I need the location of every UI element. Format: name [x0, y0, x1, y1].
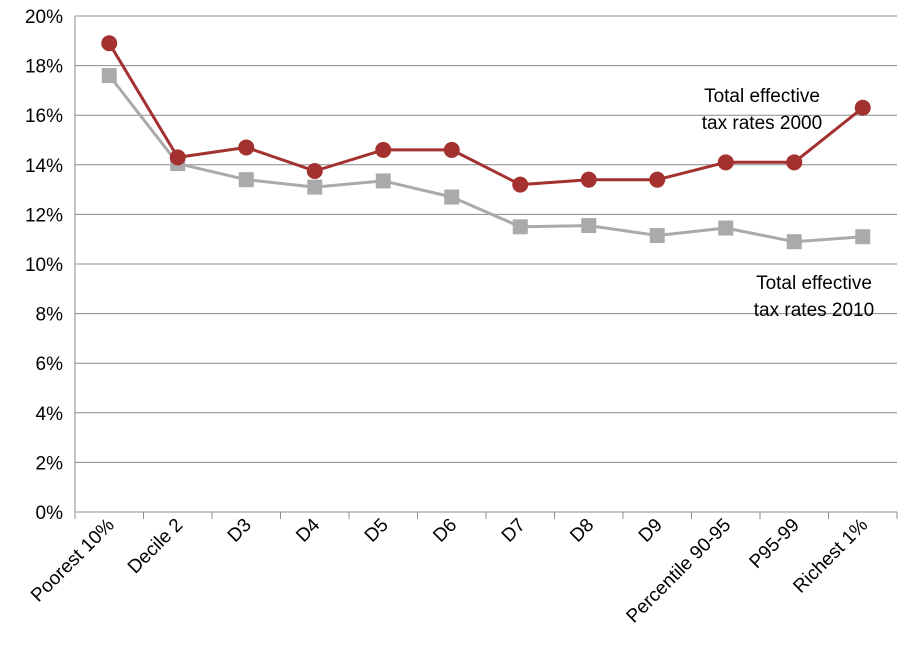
- data-point: [238, 139, 255, 156]
- data-point: [855, 229, 871, 245]
- data-point: [512, 219, 528, 235]
- data-point: [581, 218, 597, 234]
- y-tick-label: 10%: [25, 255, 63, 276]
- x-tick-label: Richest 1%: [789, 515, 872, 598]
- series-line: [108, 74, 863, 244]
- series-annotation: tax rates 2000: [702, 113, 822, 134]
- y-tick-label: 12%: [25, 205, 63, 226]
- data-point: [238, 172, 254, 188]
- data-point: [101, 68, 117, 84]
- series-annotation: Total effective: [756, 273, 872, 294]
- series-0: [101, 35, 871, 193]
- x-tick-label: D6: [429, 515, 461, 547]
- y-tick-label: 8%: [36, 305, 64, 326]
- y-tick-labels: 0% 2% 4% 6% 8% 10% 12% 14% 16% 18% 20%: [25, 7, 63, 524]
- data-point: [786, 234, 802, 250]
- data-point: [649, 171, 666, 188]
- data-point: [375, 141, 392, 158]
- data-point: [169, 149, 186, 166]
- data-point: [717, 154, 734, 171]
- series-1: [101, 68, 871, 250]
- y-tick-label: 20%: [25, 7, 63, 28]
- series-line: [108, 42, 864, 187]
- x-tick-label: D3: [224, 515, 256, 547]
- data-point: [580, 171, 597, 188]
- series-annotation: Total effective: [704, 86, 820, 107]
- data-point: [443, 141, 460, 158]
- y-tick-label: 2%: [36, 453, 64, 474]
- y-tick-label: 6%: [36, 354, 64, 375]
- y-tick-label: 14%: [25, 156, 63, 177]
- data-point: [375, 173, 391, 189]
- series-annotation: tax rates 2010: [754, 300, 874, 321]
- x-tick-label: P95-99: [746, 515, 804, 573]
- axes: [74, 16, 898, 519]
- x-tick-label: Poorest 10%: [27, 515, 119, 607]
- series-group: [101, 35, 871, 250]
- gridlines: [75, 15, 897, 463]
- x-tick-label: D9: [635, 515, 667, 547]
- data-point: [306, 163, 323, 179]
- x-tick-label: Decile 2: [124, 515, 187, 578]
- data-point: [786, 154, 803, 171]
- y-tick-label: 16%: [25, 106, 63, 127]
- data-point: [512, 176, 529, 193]
- data-point: [444, 189, 460, 205]
- x-tick-labels: Poorest 10% Decile 2 D3 D4 D5 D6 D7 D8 D9Percent…: [27, 514, 872, 627]
- data-point: [307, 179, 323, 195]
- y-tick-label: 0%: [36, 503, 64, 524]
- data-point: [718, 220, 734, 236]
- x-tick-label: D4: [292, 514, 324, 546]
- series-annotations: Total effective tax rates 2000 Total effec…: [702, 86, 874, 321]
- data-point: [101, 35, 118, 52]
- x-tick-label: D5: [361, 515, 393, 547]
- data-point: [854, 99, 871, 116]
- data-point: [649, 227, 665, 243]
- x-tick-label: D8: [566, 515, 598, 547]
- x-tick-label: D7: [498, 515, 530, 547]
- y-tick-label: 4%: [36, 404, 64, 425]
- y-tick-label: 18%: [25, 57, 63, 78]
